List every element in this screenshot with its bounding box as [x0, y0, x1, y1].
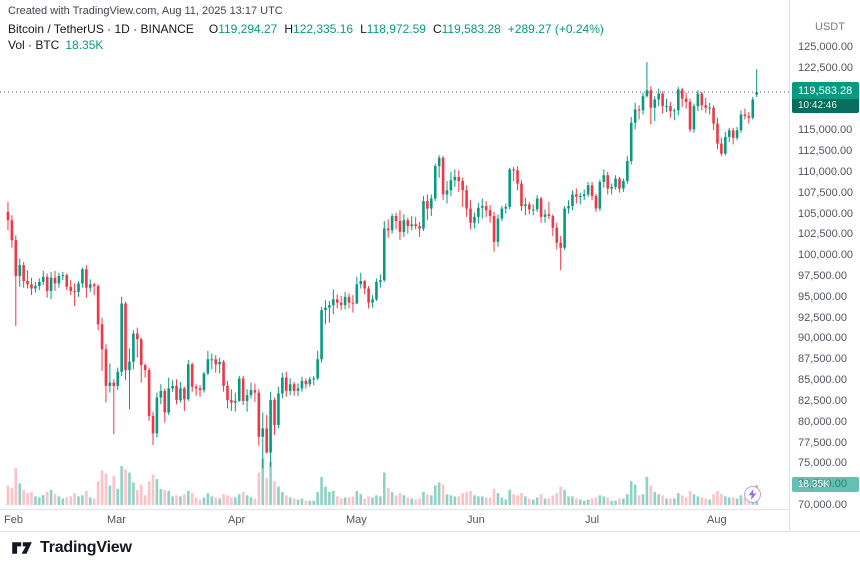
close-label: C	[432, 22, 442, 36]
last-price-value: 119,583.28	[798, 85, 853, 97]
price-tick-label: 115,000.00	[798, 124, 853, 136]
price-tick-label: 122,500.00	[798, 62, 854, 74]
time-tick-label: May	[346, 514, 367, 526]
low-label: L	[360, 22, 367, 36]
price-tick-label: 75,000.00	[798, 457, 847, 469]
time-axis[interactable]: Feb Mar Apr May Jun Jul Aug	[0, 509, 860, 531]
price-tick-label: 85,000.00	[798, 374, 847, 386]
open-label: O	[208, 22, 219, 36]
price-tick-label: 92,500.00	[798, 312, 847, 324]
price-tick-label: 90,000.00	[798, 332, 847, 344]
bar-countdown: 10:42:46	[792, 99, 859, 113]
volume-series	[6, 458, 758, 505]
price-tick-label: 97,500.00	[798, 270, 847, 282]
volume-value: 18.35K	[65, 38, 104, 52]
symbol-title[interactable]: Bitcoin / TetherUS · 1D · BINANCE	[8, 22, 194, 36]
price-tick-label: 80,000.00	[798, 416, 847, 428]
time-tick-label: Jun	[467, 514, 485, 526]
last-price-badge: 119,583.28 10:42:46	[792, 82, 859, 113]
price-tick-label: 70,000.00	[798, 499, 847, 511]
symbol-legend: Bitcoin / TetherUS · 1D · BINANCE O119,29…	[8, 22, 604, 36]
time-tick-label: Feb	[4, 514, 23, 526]
price-tick-label: 87,500.00	[798, 353, 847, 365]
time-tick-label: Apr	[228, 514, 246, 526]
price-tick-label: 112,500.00	[798, 145, 853, 157]
price-tick-label: 95,000.00	[798, 291, 847, 303]
quick-trade-button[interactable]	[744, 486, 761, 503]
footer-bar: TradingView	[0, 531, 860, 563]
price-tick-label: 82,500.00	[798, 395, 847, 407]
change-value: +289.27 (+0.24%)	[507, 22, 604, 36]
price-tick-label: 77,500.00	[798, 437, 847, 449]
high-label: H	[284, 22, 294, 36]
lightning-icon	[748, 489, 757, 500]
price-tick-label: 110,000.00	[798, 166, 853, 178]
chart-pane[interactable]	[0, 0, 789, 531]
price-tick-label: 105,000.00	[798, 208, 854, 220]
tradingview-logo-icon[interactable]	[10, 539, 34, 557]
close-value: 119,583.28	[441, 22, 501, 36]
volume-label: Vol · BTC	[8, 38, 60, 52]
volume-legend: Vol · BTC 18.35K	[8, 38, 103, 52]
brand-name[interactable]: TradingView	[40, 538, 132, 556]
attribution-text: Created with TradingView.com, Aug 11, 20…	[8, 5, 283, 17]
price-tick-label: 107,500.00	[798, 187, 854, 199]
time-tick-label: Mar	[107, 514, 126, 526]
time-tick-label: Jul	[585, 514, 600, 526]
quote-currency-label: USDT	[815, 21, 845, 33]
candle-series	[6, 61, 758, 469]
candlestick-chart[interactable]	[0, 0, 789, 531]
price-axis[interactable]: USDT 119,583.28 10:42:46 18.35K 125,000.…	[789, 0, 860, 531]
low-value: 118,972.59	[366, 22, 426, 36]
last-volume-badge: 18.35K	[792, 477, 859, 492]
high-value: 122,335.16	[293, 22, 354, 36]
price-tick-label: 102,500.00	[798, 228, 854, 240]
open-value: 119,294.27	[218, 22, 278, 36]
time-tick-label: Aug	[707, 514, 727, 526]
price-tick-label: 125,000.00	[798, 41, 854, 53]
price-tick-label: 100,000.00	[798, 249, 854, 261]
